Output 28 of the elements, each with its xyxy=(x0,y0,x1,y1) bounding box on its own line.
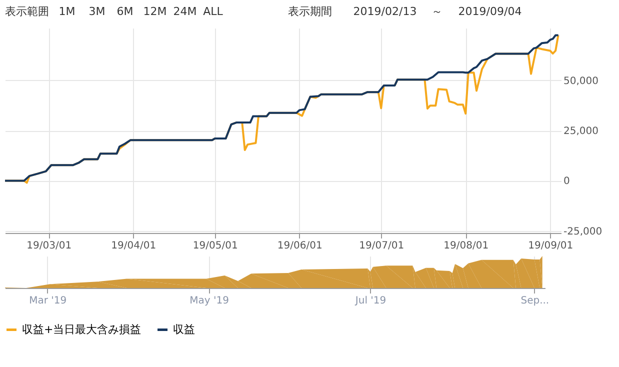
x-tick-label: Sep... xyxy=(520,296,550,306)
text: ～ xyxy=(432,5,442,18)
legend-label: 収益 xyxy=(173,322,195,336)
x-tick-label: 19/09/01 xyxy=(528,240,574,252)
x-tick-label: 19/05/01 xyxy=(192,240,238,252)
text: 表示範囲 xyxy=(5,5,49,18)
x-tick-label: 19/07/01 xyxy=(359,240,404,252)
x-tick-label: 19/04/01 xyxy=(111,240,156,252)
x-tick-label: Jul '19 xyxy=(354,296,386,306)
text: 2019/09/04 xyxy=(458,5,522,18)
text: 12M xyxy=(143,5,167,18)
text: 24M xyxy=(173,5,197,18)
text: 6M xyxy=(116,5,134,18)
legend-label: 収益+当日最大含み損益 xyxy=(22,322,142,336)
y-tick-label: -25,000 xyxy=(564,226,602,238)
text: 2019/02/13 xyxy=(353,5,417,18)
text: 表示期間 xyxy=(288,5,332,18)
y-tick-label: 0 xyxy=(564,176,570,188)
text: ALL xyxy=(203,5,224,18)
x-tick-label: 19/03/01 xyxy=(26,240,72,252)
y-tick-label: 50,000 xyxy=(564,76,598,87)
text: 1M xyxy=(58,5,76,18)
x-tick-label: May '19 xyxy=(190,296,229,306)
y-tick-label: 25,000 xyxy=(564,126,598,137)
x-tick-label: 19/06/01 xyxy=(277,240,322,252)
x-tick-label: Mar '19 xyxy=(29,296,67,306)
text: 3M xyxy=(88,5,106,18)
x-tick-label: 19/08/01 xyxy=(444,240,489,252)
